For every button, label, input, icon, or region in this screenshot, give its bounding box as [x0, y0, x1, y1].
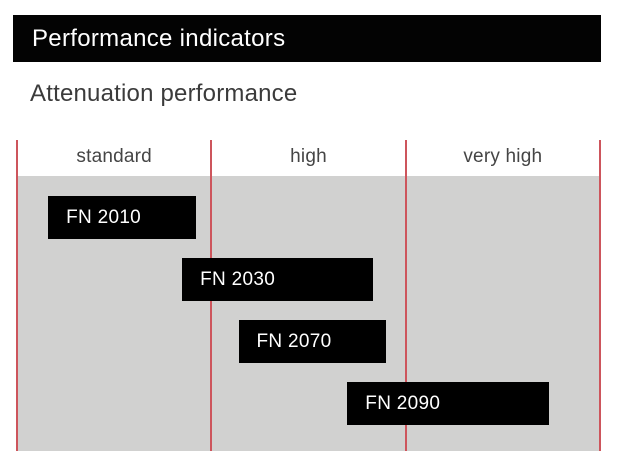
category-header-row: standard high very high	[17, 140, 600, 176]
product-bar-fn-2090: FN 2090	[347, 382, 550, 425]
category-label-standard: standard	[76, 145, 152, 167]
product-bar-label: FN 2010	[66, 206, 142, 228]
product-bar-label: FN 2030	[200, 268, 276, 290]
product-bar-label: FN 2090	[365, 392, 441, 414]
title-bar: Performance indicators	[13, 15, 601, 62]
grid-line	[598, 140, 601, 451]
product-bar-fn-2010: FN 2010	[48, 196, 196, 239]
chart-title: Attenuation performance	[30, 80, 298, 107]
grid-line	[404, 140, 407, 451]
product-bar-fn-2070: FN 2070	[238, 320, 387, 363]
category-label-very-high: very high	[463, 145, 543, 167]
attenuation-chart: standard high very high FN 2010 FN 2030 FN…	[0, 140, 620, 451]
product-bar-label: FN 2070	[256, 330, 332, 352]
product-bar-fn-2030: FN 2030	[182, 258, 373, 301]
grid-line	[16, 140, 18, 451]
category-label-high: high	[290, 145, 327, 167]
page-title: Performance indicators	[32, 24, 286, 52]
